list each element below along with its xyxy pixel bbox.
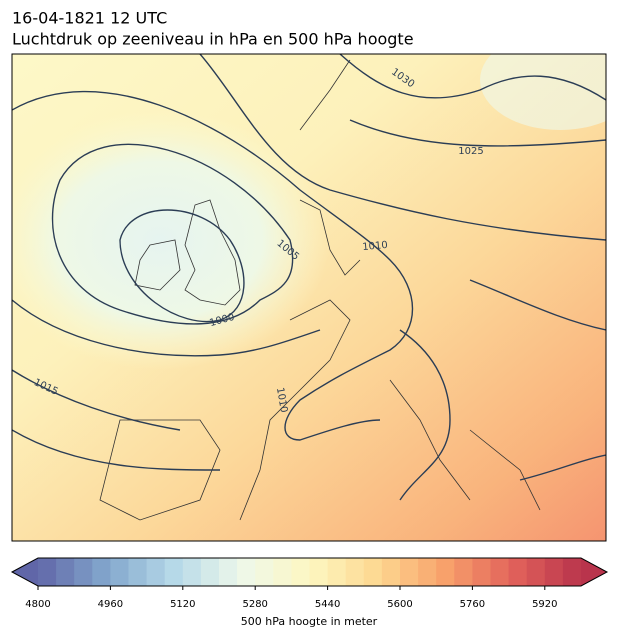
colorbar-bin [562, 558, 582, 586]
colorbar-bin [490, 558, 510, 586]
colorbar-bin [418, 558, 437, 586]
colorbar-bin [291, 558, 310, 586]
contour-label: 1010 [274, 387, 289, 414]
map-area [12, 54, 606, 541]
colorbar-tick-label: 5440 [315, 599, 340, 610]
colorbar-bin [219, 558, 238, 586]
colorbar-extend-high [581, 558, 607, 586]
colorbar-bin [436, 558, 455, 586]
map-frame [11, 53, 607, 542]
colorbar-bin [146, 558, 166, 586]
colorbar-bin [400, 558, 419, 586]
colorbar-tick-label: 5760 [460, 599, 485, 610]
colorbar-label: 500 hPa hoogte in meter [241, 615, 378, 628]
colorbar-bin [164, 558, 184, 586]
colorbar-bin [454, 558, 473, 586]
colorbar-bin [544, 558, 564, 586]
colorbar-bin [182, 558, 202, 586]
colorbar-tick-label: 4800 [25, 599, 50, 610]
colorbar-tick-label: 5600 [387, 599, 412, 610]
colorbar-bin [92, 558, 111, 586]
colorbar-tick-label: 5920 [532, 599, 557, 610]
colorbar-bin [74, 558, 93, 586]
colorbar-bin [508, 558, 528, 586]
title: 16-04-1821 12 UTC [12, 9, 167, 28]
colorbar-bin [38, 558, 57, 586]
colorbar-bin [327, 558, 347, 586]
colorbar-bin [255, 558, 274, 586]
colorbar-bin [309, 558, 329, 586]
contour-label: 1025 [458, 146, 483, 157]
colorbar-bin [526, 558, 546, 586]
colorbar-tick-label: 5280 [242, 599, 267, 610]
colorbar-bin [472, 558, 491, 586]
colorbar-tick-label: 4960 [98, 599, 123, 610]
colorbar-bin [110, 558, 129, 586]
colorbar-bin [345, 558, 365, 586]
colorbar-bin [381, 558, 401, 586]
colorbar-bin [128, 558, 148, 586]
colorbar-tick-label: 5120 [170, 599, 195, 610]
colorbar-bin [237, 558, 256, 586]
colorbar-bin [273, 558, 292, 586]
colorbar-bin [200, 558, 220, 586]
colorbar-bin [56, 558, 75, 586]
contour-label: 1010 [362, 240, 388, 253]
colorbar: 4800 4960 5120 5280 5440 5600 5760 5920 500 hPa … [10, 557, 609, 628]
colorbar-extend-low [12, 558, 38, 586]
subtitle: Luchtdruk op zeeniveau in hPa en 500 hPa… [12, 30, 414, 49]
colorbar-bin [363, 558, 383, 586]
